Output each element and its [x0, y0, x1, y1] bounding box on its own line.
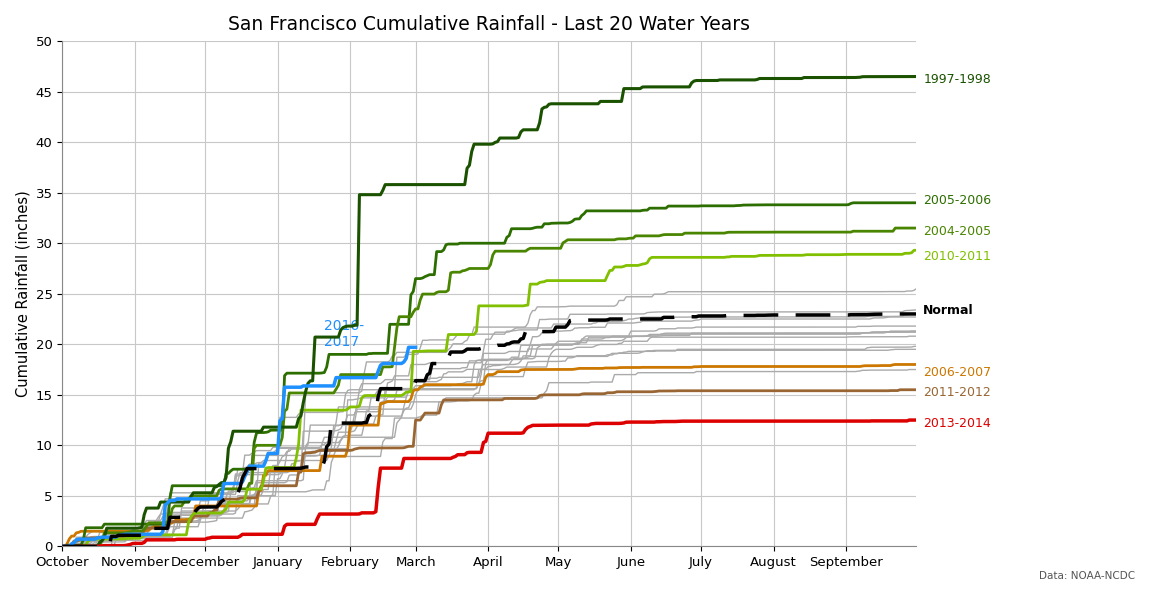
Text: 2006-2007: 2006-2007: [923, 366, 992, 379]
Text: 2013-2014: 2013-2014: [923, 417, 991, 430]
Y-axis label: Cumulative Rainfall (inches): Cumulative Rainfall (inches): [15, 191, 30, 397]
Text: 2004-2005: 2004-2005: [923, 225, 992, 238]
Text: 2010-2011: 2010-2011: [923, 250, 992, 263]
Text: Normal: Normal: [923, 304, 974, 317]
Text: 1997-1998: 1997-1998: [923, 73, 991, 86]
Text: Data: NOAA-NCDC: Data: NOAA-NCDC: [1038, 571, 1135, 581]
Text: 2016-
2017: 2016- 2017: [325, 319, 364, 349]
Title: San Francisco Cumulative Rainfall - Last 20 Water Years: San Francisco Cumulative Rainfall - Last…: [228, 15, 751, 34]
Text: 2011-2012: 2011-2012: [923, 386, 991, 399]
Text: 2005-2006: 2005-2006: [923, 194, 992, 207]
